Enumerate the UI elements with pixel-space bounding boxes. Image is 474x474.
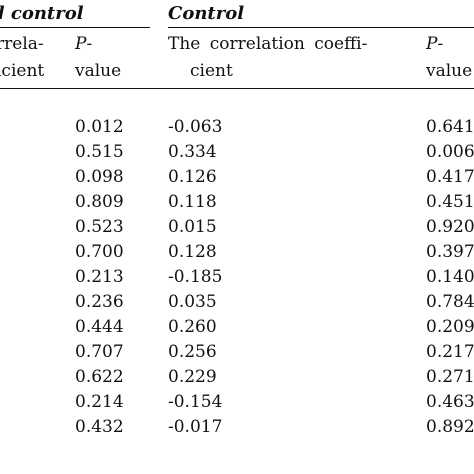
cell-p-control: 0.217 [426, 342, 474, 362]
cell-correlation-control: 0.126 [168, 167, 217, 187]
cell-correlation-control: 0.334 [168, 142, 217, 162]
cell-p-left: 0.700 [75, 242, 124, 262]
cell-correlation-control: 0.256 [168, 342, 217, 362]
subheader-p-left-line1: P- [75, 34, 93, 54]
subheader-p-right-line1: P- [426, 34, 444, 54]
cell-p-control: 0.006 [426, 142, 474, 162]
cell-p-left: 0.809 [75, 192, 124, 212]
cell-p-control: 0.209 [426, 317, 474, 337]
cell-p-left: 0.098 [75, 167, 124, 187]
cell-correlation-control: 0.035 [168, 292, 217, 312]
cell-p-left: 0.622 [75, 367, 124, 387]
cell-p-left: 0.012 [75, 117, 124, 137]
subheader-corr-left-line2: icient [0, 61, 45, 81]
cell-p-control: 0.397 [426, 242, 474, 262]
cell-p-left: 0.515 [75, 142, 124, 162]
cell-p-left: 0.707 [75, 342, 124, 362]
cell-correlation-control: 0.229 [168, 367, 217, 387]
cell-correlation-control: 0.015 [168, 217, 217, 237]
group-rule-left [0, 27, 150, 28]
cell-p-control: 0.784 [426, 292, 474, 312]
subheader-corr-right-line2: cient [190, 61, 233, 81]
subheader-p-right-line2: value [426, 61, 473, 81]
column-p-value-left: 0.012 0.515 0.098 0.809 0.523 0.700 0.213 0.236… [75, 115, 124, 440]
cell-p-control: 0.140 [426, 267, 474, 287]
cell-p-left: 0.523 [75, 217, 124, 237]
cell-correlation-control: 0.260 [168, 317, 217, 337]
cell-correlation-control: 0.118 [168, 192, 217, 212]
cell-correlation-control: -0.154 [168, 392, 223, 412]
cell-p-control: 0.417 [426, 167, 474, 187]
cell-p-control: 0.271 [426, 367, 474, 387]
column-correlation-control: -0.063 0.334 0.126 0.118 0.015 0.128 -0.185 0.0… [168, 115, 222, 440]
cell-p-left: 0.214 [75, 392, 124, 412]
header-rule [0, 88, 474, 89]
subheader-corr-right-line1: The correlation coeffi- [168, 34, 368, 54]
cell-correlation-control: -0.185 [168, 267, 223, 287]
cell-correlation-control: -0.063 [168, 117, 223, 137]
cell-p-left: 0.432 [75, 417, 124, 437]
column-p-value-control: 0.641 0.006 0.417 0.451 0.920 0.397 0.140 0.784… [426, 115, 474, 440]
cell-p-left: 0.444 [75, 317, 124, 337]
cell-correlation-control: -0.017 [168, 417, 223, 437]
subheader-corr-left-line1: rrela- [0, 34, 44, 54]
group-header-left: d control [0, 3, 84, 24]
cell-p-control: 0.451 [426, 192, 474, 212]
cell-p-control: 0.641 [426, 117, 474, 137]
subheader-p-left-line2: value [75, 61, 122, 81]
cell-p-control: 0.920 [426, 217, 474, 237]
group-rule-right [168, 27, 474, 28]
cell-p-control: 0.463 [426, 392, 474, 412]
cell-correlation-control: 0.128 [168, 242, 217, 262]
cell-p-control: 0.892 [426, 417, 474, 437]
group-header-control: Control [168, 3, 245, 24]
cell-p-left: 0.236 [75, 292, 124, 312]
cell-p-left: 0.213 [75, 267, 124, 287]
